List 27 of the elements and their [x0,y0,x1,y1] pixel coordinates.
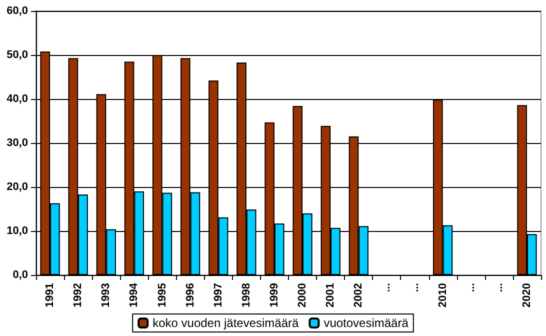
x-tick-label: 2000 [296,283,309,308]
x-tick-label: 1996 [184,283,196,308]
y-tick-label: 60,0 [6,5,28,17]
y-tick-label: 10,0 [6,225,28,237]
y-tick-label: 0,0 [12,269,28,281]
x-tick-label: 1998 [240,283,252,308]
x-tick-label: 1999 [268,283,280,308]
y-tick-label: 30,0 [6,137,28,149]
x-tick-label: 1993 [100,283,112,308]
x-tick-label: 1995 [156,283,168,308]
y-tick-label: 50,0 [6,49,28,61]
x-tick-label: 1991 [44,283,56,308]
x-tick-label: 2001 [324,283,337,308]
y-tick-label: 20,0 [6,181,28,193]
x-tick-label: ... [408,283,421,292]
x-tick-label: 2010 [436,283,449,308]
x-tick-label: 2002 [352,283,365,308]
x-tick-label: ... [492,283,505,292]
y-tick-label: 40,0 [6,93,28,105]
legend-label: koko vuoden jätevesimäärä [152,316,300,330]
x-tick-label: ... [464,283,477,292]
x-tick-label: 1992 [72,283,84,308]
x-tick-label: 1994 [128,282,140,308]
x-tick-label: ... [380,283,393,292]
x-tick-label: 1997 [212,283,224,308]
legend-label: vuotovesimäärä [324,316,409,330]
x-tick-label: 2020 [520,283,533,308]
